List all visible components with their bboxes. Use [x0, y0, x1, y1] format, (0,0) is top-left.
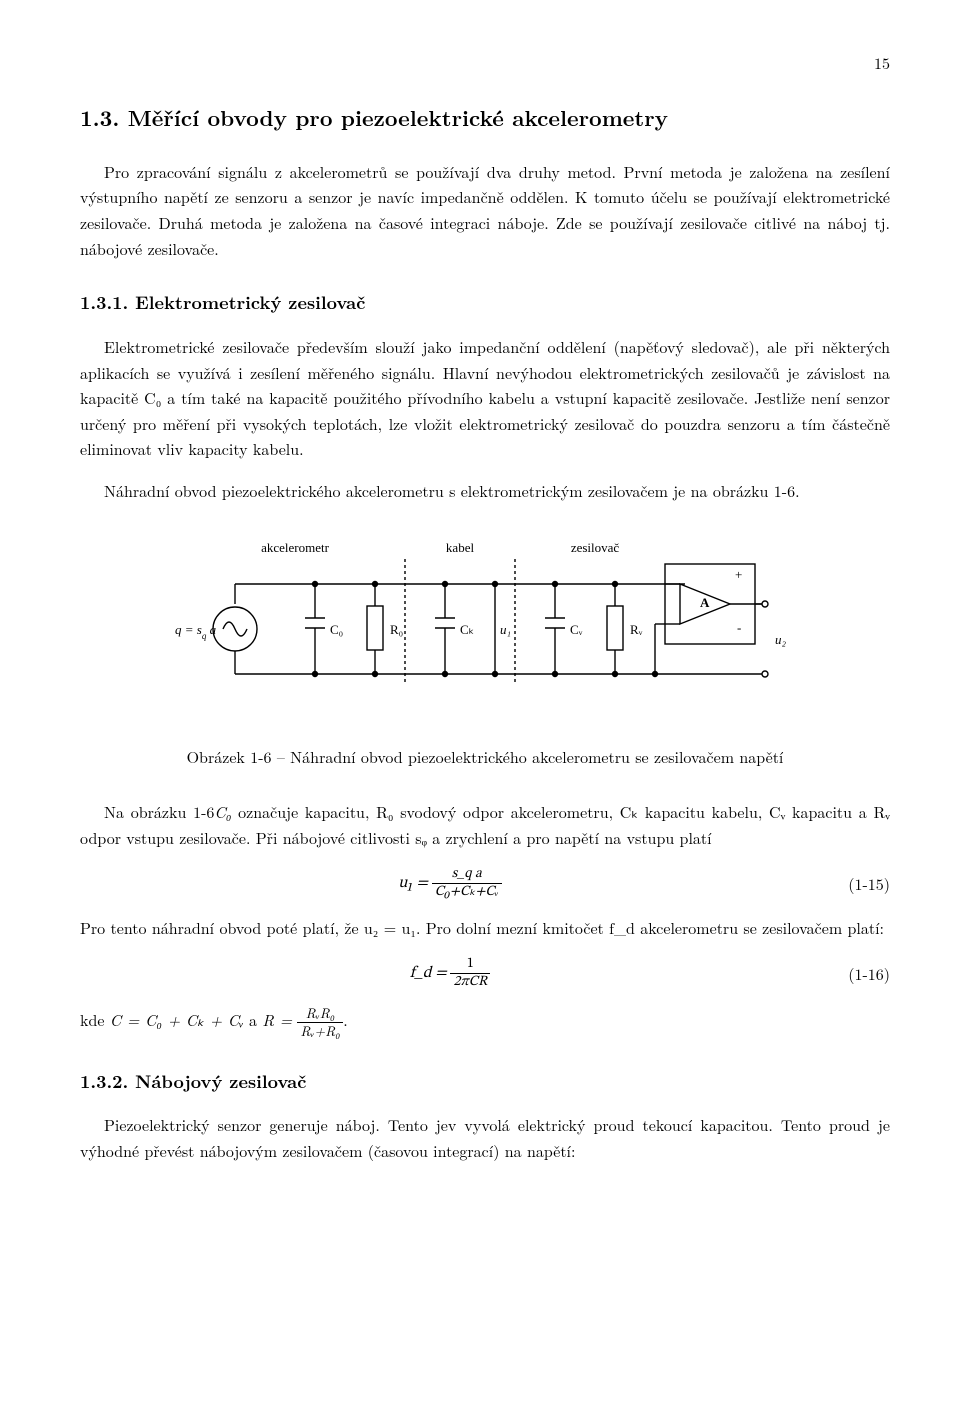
label-ck: Cₖ [460, 622, 474, 637]
circuit-diagram-svg: akcelerometr kabel zesilovač q = sq a C₀… [165, 534, 805, 704]
label-a: A [700, 595, 710, 610]
label-r0: R₀ [390, 622, 403, 637]
eq-lhs: u₁ = [398, 875, 428, 891]
figure-1-6-caption: Obrázek 1-6 – Náhradní obvod piezoelektr… [80, 744, 890, 770]
paragraph-eq-followup: Pro tento náhradní obvod poté platí, že … [80, 915, 890, 941]
paragraph-charge-amp: Piezoelektrický senzor generuje náboj. T… [80, 1112, 890, 1163]
label-cv: Cᵥ [570, 622, 583, 637]
equation-1-15: u₁ = s_q a C₀+Cₖ+Cᵥ (1-15) [80, 866, 890, 901]
equation-number: (1-16) [820, 961, 890, 987]
subsection-heading-1-3-1: 1.3.1. Elektrometrický zesilovač [80, 289, 890, 318]
paragraph-where-clause: kde C = C₀ + Cₖ + Cᵥ a R = RᵥR₀ Rᵥ+R₀ . [80, 1005, 890, 1040]
expr-r-den: Rᵥ+R₀ [297, 1023, 343, 1040]
eq-denominator: 2πCR [450, 974, 490, 991]
section-heading-1-3: 1.3. Měřící obvody pro piezoelektrické a… [80, 100, 890, 135]
text-period: . [343, 1008, 347, 1031]
eq-numerator: s_q a [432, 866, 502, 884]
label-q: q = sq a [175, 622, 217, 641]
label-akcelerometr: akcelerometr [261, 540, 330, 555]
label-u1: u₁ [500, 622, 511, 637]
paragraph-circuit-ref: Náhradní obvod piezoelektrického akceler… [80, 478, 890, 504]
paragraph-circuit-description: Na obrázku 1-6C₀ označuje kapacitu, R₀ s… [80, 799, 890, 850]
text-a: a [244, 1008, 263, 1031]
equation-1-16: f_d = 1 2πCR (1-16) [80, 956, 890, 991]
label-minus: - [737, 620, 741, 635]
subsection-heading-1-3-2: 1.3.2. Nábojový zesilovač [80, 1068, 890, 1097]
paragraph-electrometric: Elektrometrické zesilovače především slo… [80, 334, 890, 462]
figure-1-6-circuit: akcelerometr kabel zesilovač q = sq a C₀… [80, 534, 890, 704]
expr-c: C = C₀ + Cₖ + Cᵥ [110, 1008, 244, 1031]
label-rv: Rᵥ [630, 622, 643, 637]
text-fragment: Na obrázku 1-6 [104, 800, 214, 823]
eq-numerator: 1 [450, 956, 490, 974]
expr-r-lhs: R = [262, 1008, 292, 1031]
label-zesilovac: zesilovač [571, 540, 620, 555]
label-c0: C₀ [330, 622, 343, 637]
paragraph-intro: Pro zpracování signálu z akcelerometrů s… [80, 159, 890, 261]
label-plus: + [735, 567, 742, 582]
label-kabel: kabel [446, 540, 475, 555]
page-number: 15 [80, 50, 890, 76]
eq-denominator: C₀+Cₖ+Cᵥ [432, 884, 502, 901]
label-u2: u₂ [775, 632, 787, 647]
text-kde: kde [80, 1008, 110, 1031]
eq-lhs: f_d = [410, 966, 447, 982]
equation-number: (1-15) [820, 871, 890, 897]
symbol-c0: C₀ [214, 800, 231, 823]
